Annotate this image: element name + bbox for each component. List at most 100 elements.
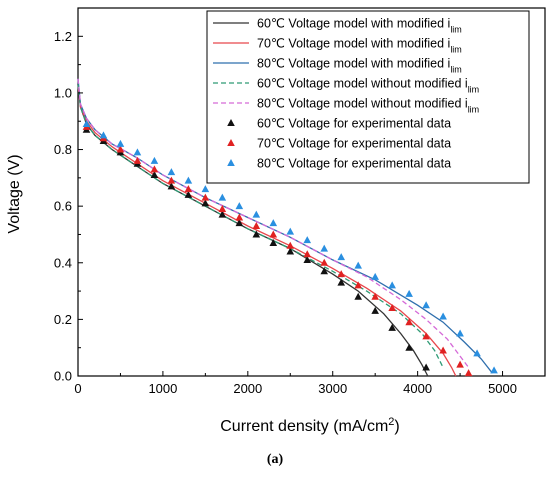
data-point [422, 332, 430, 340]
legend-entry: 80℃ Voltage model with modified ilim [257, 57, 462, 75]
data-point [354, 292, 362, 300]
data-point [252, 210, 261, 218]
data-point [201, 199, 210, 207]
data-point [439, 312, 447, 320]
data-point [167, 168, 176, 176]
legend-entry: 60℃ Voltage model without modified ilim [257, 77, 479, 95]
y-tick-label: 0.0 [54, 369, 72, 384]
series-line [77, 78, 470, 368]
legend-entry: 70℃ Voltage model with modified ilim [257, 37, 462, 55]
legend-entry: 70℃ Voltage for experimental data [257, 137, 451, 151]
data-point [337, 270, 346, 278]
x-tick-label: 2000 [233, 381, 262, 396]
data-point [167, 182, 176, 190]
x-tick-label: 0 [74, 381, 81, 396]
data-point [184, 176, 193, 184]
x-tick-label: 1000 [148, 381, 177, 396]
data-point [167, 176, 176, 184]
data-point [269, 230, 278, 238]
data-point [388, 323, 396, 331]
y-tick-label: 0.8 [54, 142, 72, 157]
data-point [150, 156, 159, 164]
data-point [388, 304, 396, 312]
data-point [456, 329, 464, 337]
legend: 60℃ Voltage model with modified ilim 70℃ … [206, 10, 530, 184]
y-tick-label: 0.4 [54, 255, 72, 270]
data-point [116, 145, 125, 153]
data-point [303, 236, 312, 244]
data-point [133, 156, 142, 164]
data-point [473, 349, 481, 357]
x-tick-label: 5000 [488, 381, 517, 396]
data-point [218, 204, 227, 212]
series-markers [82, 120, 498, 377]
data-point [303, 250, 312, 258]
legend-marker [227, 139, 235, 146]
data-point [235, 213, 244, 221]
legend-box [206, 10, 530, 184]
data-point [303, 255, 312, 263]
data-point [405, 318, 413, 326]
series-line [77, 84, 457, 377]
data-point [235, 219, 244, 227]
legend-entry: 80℃ Voltage model without modified ilim [257, 97, 479, 115]
data-point [82, 120, 91, 128]
data-point [252, 221, 261, 229]
legend-entry: 60℃ Voltage for experimental data [257, 117, 451, 131]
data-point [405, 289, 413, 297]
data-point [184, 190, 193, 198]
legend-entry: 80℃ Voltage for experimental data [257, 157, 451, 171]
legend-marker [227, 119, 235, 126]
legend-marker [227, 159, 235, 166]
data-point [388, 281, 396, 289]
data-point [354, 261, 362, 269]
plot-area [77, 7, 546, 377]
data-point [184, 185, 193, 193]
y-tick-label: 0.2 [54, 312, 72, 327]
y-tick-label: 1.2 [54, 29, 72, 44]
data-point [371, 272, 379, 280]
data-point [269, 219, 278, 227]
data-point [456, 360, 464, 368]
data-point [201, 185, 210, 193]
data-point [133, 148, 142, 156]
data-point [371, 292, 379, 300]
data-point [286, 241, 295, 249]
plot-border [77, 7, 546, 377]
y-tick-label: 1.0 [54, 85, 72, 100]
data-point [269, 238, 278, 246]
data-point [320, 267, 329, 275]
x-tick-label: 4000 [403, 381, 432, 396]
data-point [201, 193, 210, 201]
data-point [150, 171, 159, 179]
data-point [337, 253, 346, 261]
y-tick-label: 0.6 [54, 199, 72, 214]
data-point [464, 369, 473, 377]
data-point [150, 165, 159, 173]
data-point [371, 306, 379, 314]
data-point [422, 301, 430, 309]
data-point [99, 131, 108, 139]
figure-caption: (a) [266, 452, 284, 467]
data-point [320, 244, 329, 252]
data-point [116, 139, 125, 147]
data-point [218, 193, 227, 201]
data-point [235, 202, 244, 210]
axis-ticks: 0 1000 2000 3000 4000 5000 0.0 0.2 0.4 0.6 0.8 1.0 1… [54, 7, 517, 396]
data-point [422, 363, 430, 371]
y-axis-title: Voltage (V) [6, 154, 23, 233]
data-point [490, 366, 498, 374]
legend-entry: 60℃ Voltage model with modified ilim [257, 17, 462, 35]
data-point [439, 346, 447, 354]
x-tick-label: 3000 [318, 381, 347, 396]
data-point [354, 281, 362, 289]
x-axis-title: Current density (mA/cm2) [220, 416, 400, 435]
data-point [337, 278, 346, 286]
data-point [286, 247, 295, 255]
data-point [320, 258, 329, 266]
data-point [405, 343, 413, 351]
data-point [286, 227, 295, 235]
data-point [252, 230, 261, 238]
data-point [218, 210, 227, 218]
